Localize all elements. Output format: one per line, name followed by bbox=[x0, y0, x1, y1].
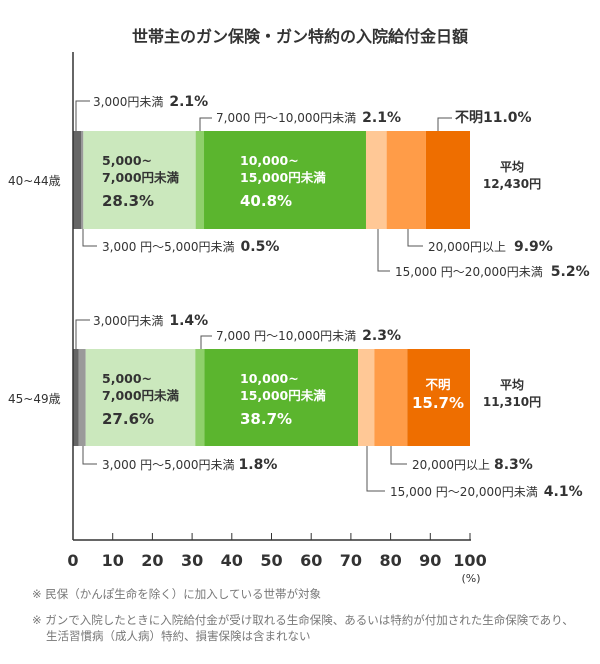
segment-value: 28.3% bbox=[102, 192, 154, 210]
leader-line bbox=[407, 229, 423, 247]
x-tick-label: 100 bbox=[453, 551, 486, 570]
x-tick-label: 50 bbox=[260, 551, 282, 570]
bar-segment bbox=[365, 131, 387, 229]
segment-value: 40.8% bbox=[240, 192, 292, 210]
chart-title: 世帯主のガン保険・ガン特約の入院給付金日額 bbox=[132, 27, 468, 46]
leader-line bbox=[75, 319, 90, 349]
data-label: 3,000 円～5,000円未満 0.5% bbox=[102, 239, 279, 255]
segment-label: 7,000円未満 bbox=[102, 170, 180, 185]
data-label: 7,000 円～10,000円未満 2.1% bbox=[216, 110, 401, 126]
category-label: 45~49歳 bbox=[8, 392, 61, 406]
leader-line bbox=[366, 446, 385, 492]
leader-line bbox=[200, 335, 212, 349]
segment-label: 15,000円未満 bbox=[240, 170, 326, 185]
segment-label: 15,000円未満 bbox=[240, 388, 326, 403]
segment-value: 27.6% bbox=[102, 410, 154, 428]
data-label: 不明11.0% bbox=[455, 110, 532, 126]
data-label: 20,000円以上 9.9% bbox=[428, 239, 553, 255]
segment-label: 5,000~ bbox=[102, 153, 152, 168]
bar-segment bbox=[78, 349, 86, 446]
footnote: ※ 民保（かんぽ生命を除く）に加入している世帯が対象 bbox=[32, 587, 321, 601]
data-label: 7,000 円～10,000円未満 2.3% bbox=[216, 328, 401, 344]
bar-segment bbox=[195, 131, 205, 229]
data-label: 15,000 円～20,000円未満 4.1% bbox=[390, 484, 583, 500]
x-tick-label: 0 bbox=[67, 551, 78, 570]
leader-line bbox=[377, 229, 390, 272]
category-label: 40~44歳 bbox=[8, 174, 61, 188]
bar-segment bbox=[81, 131, 84, 229]
average-value: 11,310円 bbox=[483, 395, 541, 409]
segment-label: 10,000~ bbox=[240, 153, 299, 168]
x-tick-label: 80 bbox=[379, 551, 401, 570]
leader-line bbox=[390, 446, 407, 465]
x-tick-label: 40 bbox=[221, 551, 243, 570]
segment-label: 不明 bbox=[425, 377, 450, 392]
segment-label: 5,000~ bbox=[102, 371, 152, 386]
data-label: 3,000 円～5,000円未満 1.8% bbox=[102, 457, 277, 473]
x-axis-unit: (%) bbox=[461, 572, 480, 585]
bar-segment bbox=[407, 349, 470, 446]
data-label: 20,000円以上 8.3% bbox=[412, 457, 533, 473]
average-value: 12,430円 bbox=[483, 177, 541, 191]
x-tick-label: 30 bbox=[181, 551, 203, 570]
bar-segment bbox=[83, 131, 196, 229]
segment-label: 7,000円未満 bbox=[102, 388, 180, 403]
bar-segment bbox=[425, 131, 470, 229]
leader-line bbox=[437, 117, 452, 131]
average-label: 平均 bbox=[500, 377, 524, 392]
bar-segment bbox=[204, 349, 359, 446]
average-label: 平均 bbox=[500, 159, 524, 174]
bar-segment bbox=[358, 349, 375, 446]
bar-segment bbox=[204, 131, 366, 229]
footnote: 生活習慣病（成人病）特約、損害保険は含まれない bbox=[46, 629, 311, 643]
bar-segment bbox=[195, 349, 205, 446]
leader-line bbox=[199, 117, 212, 131]
x-tick-label: 10 bbox=[102, 551, 124, 570]
segment-value: 15.7% bbox=[412, 394, 464, 412]
data-label: 3,000円未満 1.4% bbox=[93, 313, 208, 329]
segment-value: 38.7% bbox=[240, 410, 292, 428]
leader-line bbox=[82, 229, 97, 247]
data-label: 15,000 円～20,000円未満 5.2% bbox=[395, 264, 590, 280]
bar-segment bbox=[386, 131, 426, 229]
segment-label: 10,000~ bbox=[240, 371, 299, 386]
footnote: ※ ガンで入院したときに入院給付金が受け取れる生命保険、あるいは特約が付加された… bbox=[32, 613, 574, 627]
x-tick-label: 60 bbox=[300, 551, 322, 570]
leader-line bbox=[82, 446, 97, 465]
bar-segment bbox=[73, 131, 82, 229]
x-tick-label: 90 bbox=[419, 551, 441, 570]
bar-segment bbox=[85, 349, 196, 446]
data-label: 3,000円未満 2.1% bbox=[93, 94, 208, 110]
x-tick-label: 20 bbox=[141, 551, 163, 570]
leader-line bbox=[75, 100, 90, 131]
x-tick-label: 70 bbox=[340, 551, 362, 570]
bar-segment bbox=[374, 349, 408, 446]
bar-segment bbox=[73, 349, 79, 446]
